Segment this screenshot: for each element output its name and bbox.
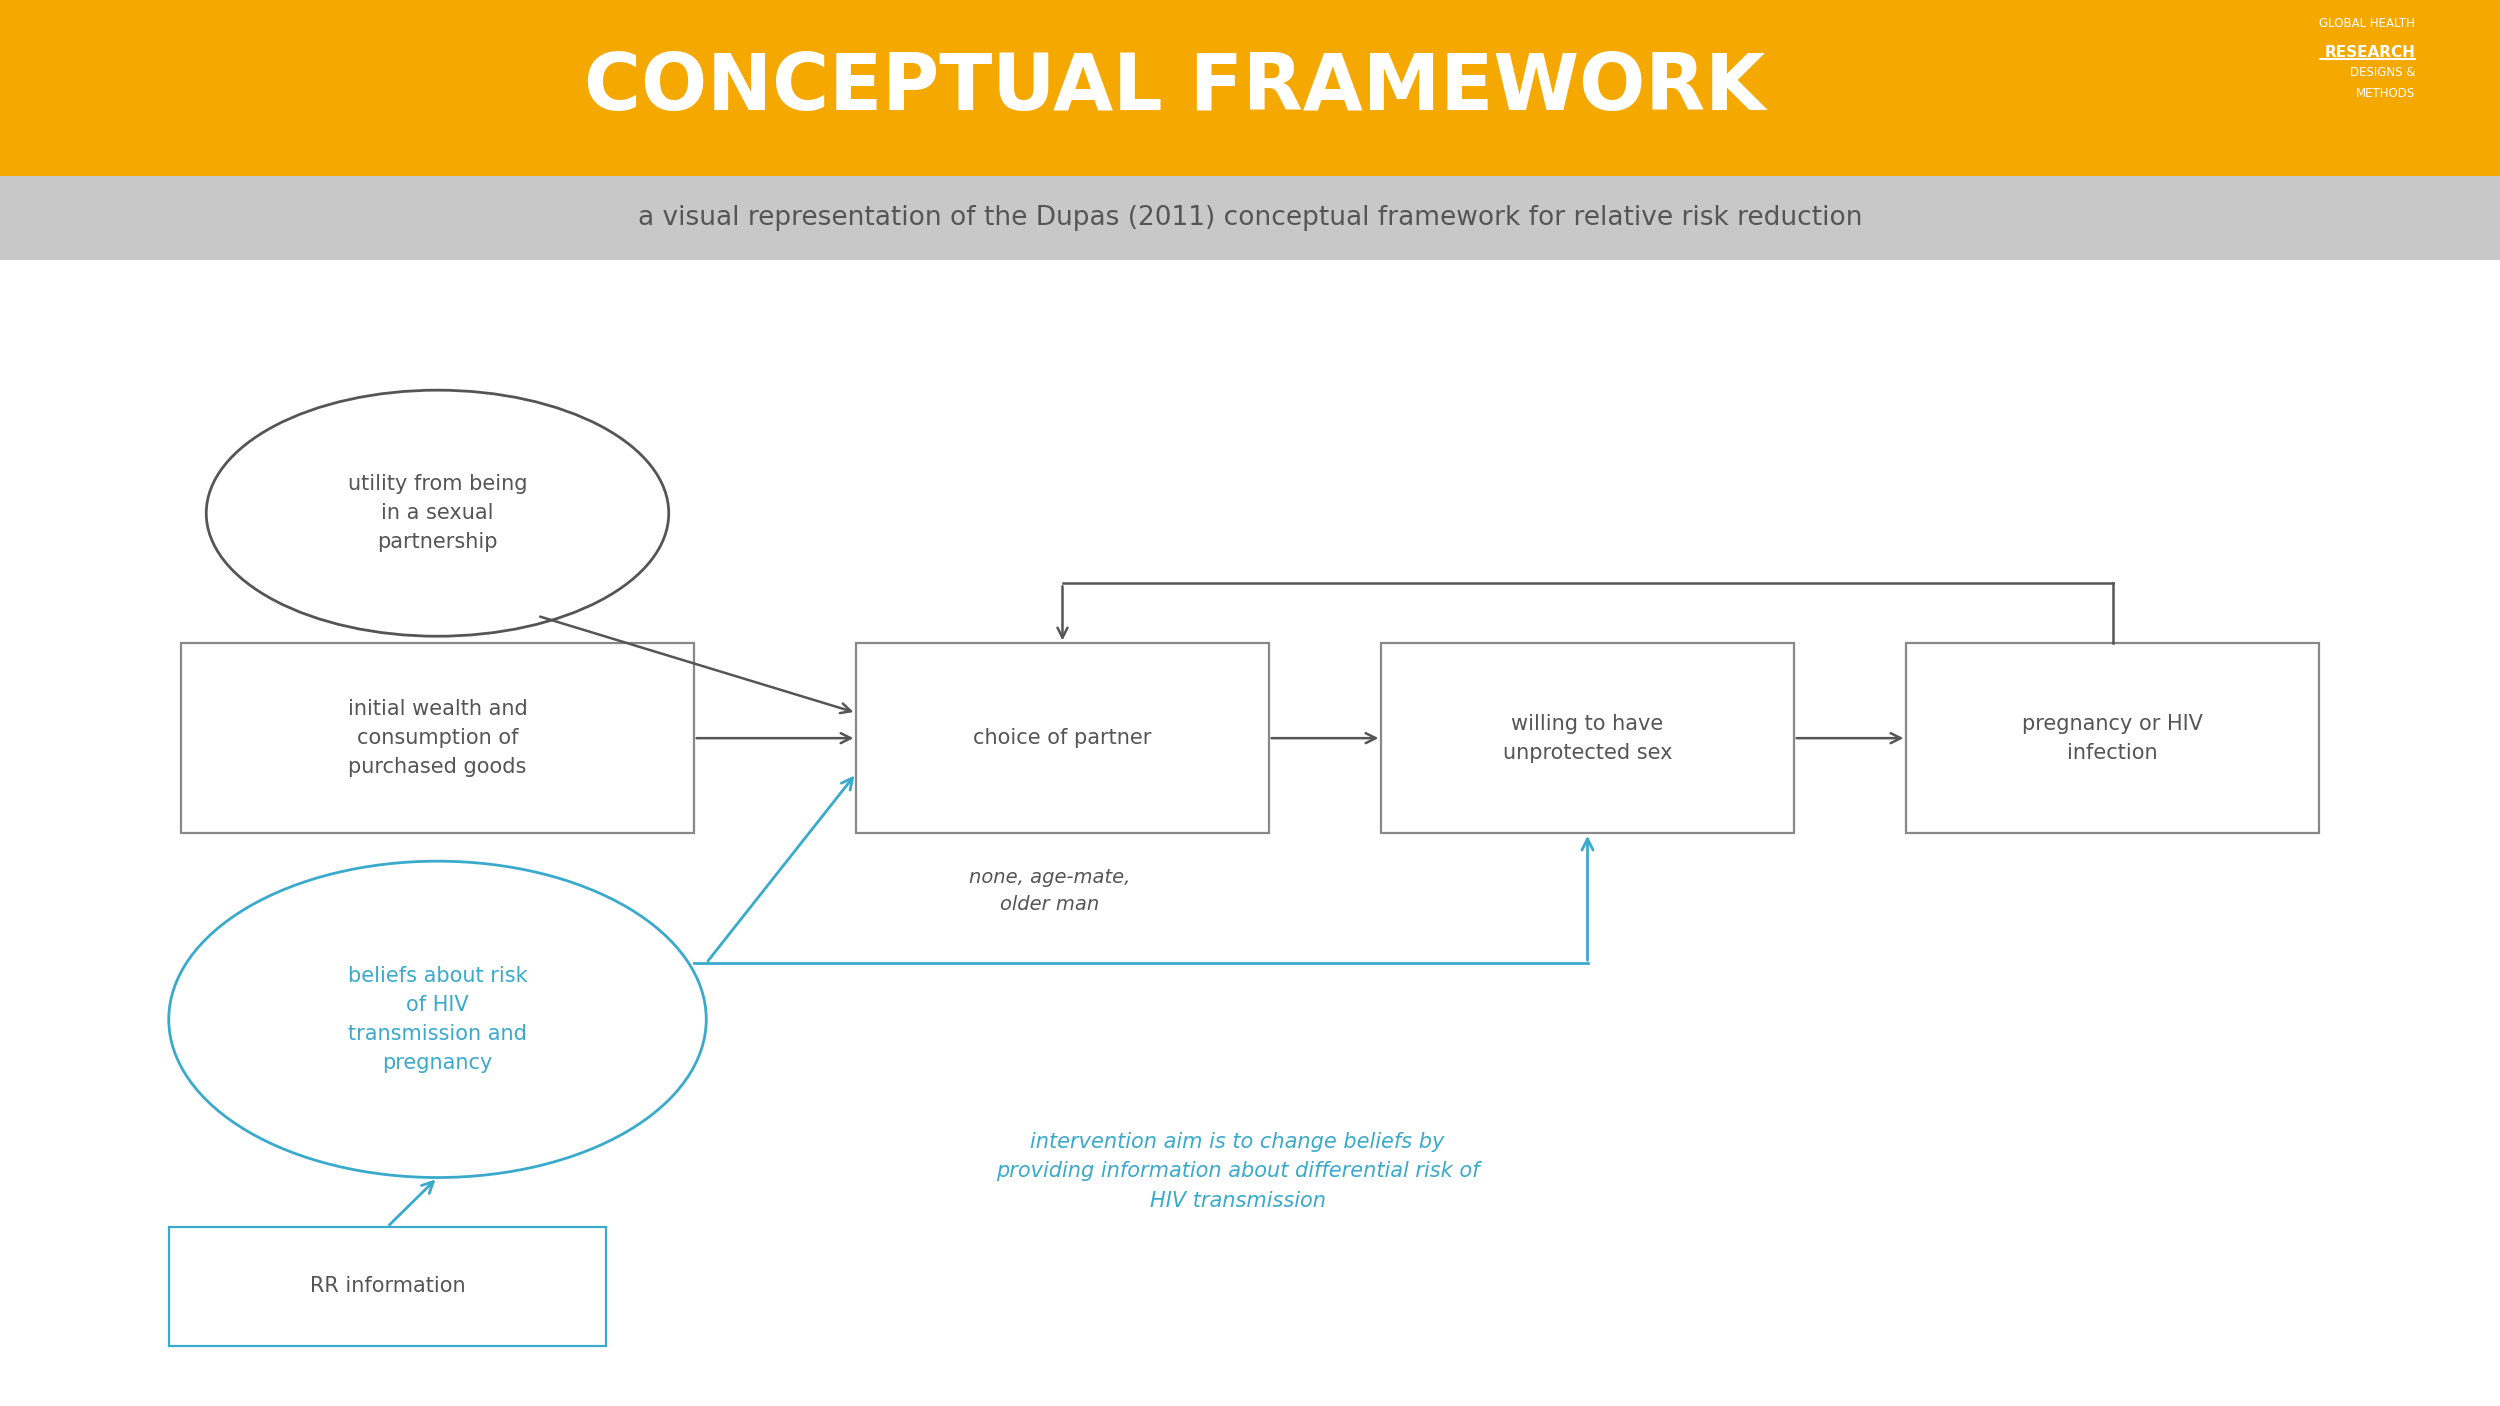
Text: RR information: RR information [310, 1277, 465, 1296]
Text: willing to have
unprotected sex: willing to have unprotected sex [1502, 714, 1673, 762]
Bar [1380, 644, 1795, 832]
Text: utility from being
in a sexual
partnership: utility from being in a sexual partnersh… [348, 474, 528, 553]
Bar [855, 644, 1268, 832]
Text: none, age-mate,
older man: none, age-mate, older man [970, 868, 1130, 914]
Bar [1908, 644, 2320, 832]
Ellipse shape [205, 389, 670, 636]
Text: DESIGNS &: DESIGNS & [2350, 66, 2415, 79]
FancyBboxPatch shape [0, 0, 2500, 176]
Text: GLOBAL HEALTH: GLOBAL HEALTH [2320, 17, 2415, 30]
Text: RESEARCH: RESEARCH [2325, 45, 2415, 60]
Ellipse shape [170, 860, 707, 1177]
Text: a visual representation of the Dupas (2011) conceptual framework for relative ri: a visual representation of the Dupas (20… [638, 205, 1862, 231]
Bar [170, 1226, 608, 1347]
Text: intervention aim is to change beliefs by
providing information about differentia: intervention aim is to change beliefs by… [995, 1132, 1480, 1211]
Text: beliefs about risk
of HIV
transmission and
pregnancy: beliefs about risk of HIV transmission a… [348, 966, 528, 1073]
Text: choice of partner: choice of partner [972, 728, 1152, 748]
Text: initial wealth and
consumption of
purchased goods: initial wealth and consumption of purcha… [348, 699, 528, 778]
Bar [182, 644, 692, 832]
Text: CONCEPTUAL FRAMEWORK: CONCEPTUAL FRAMEWORK [585, 49, 1765, 127]
Text: pregnancy or HIV
infection: pregnancy or HIV infection [2023, 714, 2202, 762]
Text: METHODS: METHODS [2355, 87, 2415, 100]
FancyBboxPatch shape [0, 176, 2500, 260]
